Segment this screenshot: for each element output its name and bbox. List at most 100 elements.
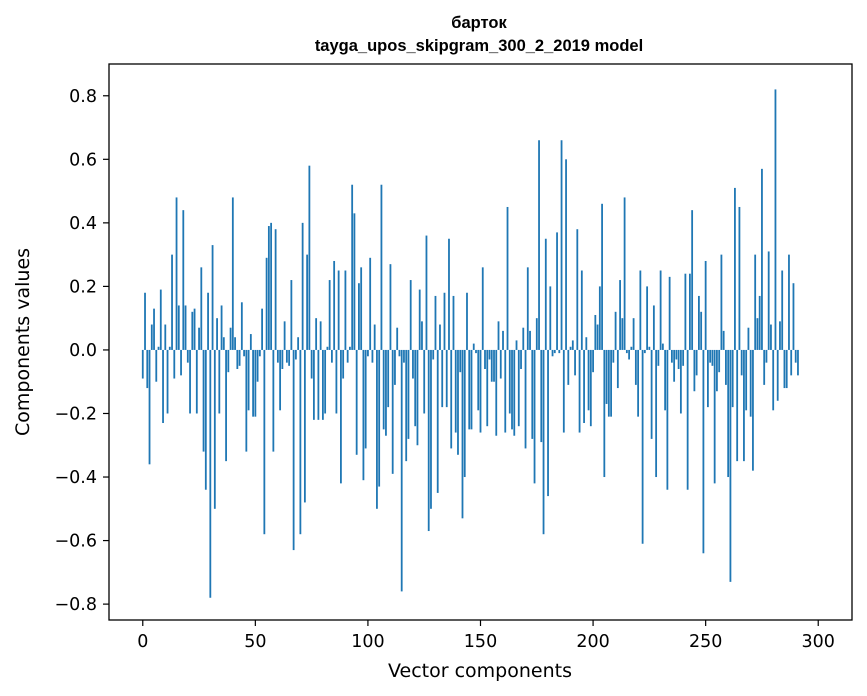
bar (587, 349, 590, 411)
y-axis-ticks: −0.8 −0.6 −0.4 −0.2 0.0 0.2 0.4 0.6 0.8 (55, 87, 109, 615)
bar (761, 168, 763, 350)
bar (391, 349, 394, 474)
bar (450, 349, 453, 449)
bar (371, 349, 374, 363)
bar (792, 283, 795, 350)
y-tick-label: 0.4 (69, 214, 97, 234)
bar (659, 270, 662, 350)
bar (490, 349, 493, 382)
bar (785, 349, 788, 389)
bar (216, 318, 218, 350)
bar (788, 254, 790, 350)
y-tick-label: −0.2 (55, 404, 98, 424)
bar (781, 270, 784, 350)
bar (177, 305, 180, 350)
bar (707, 349, 709, 408)
bar (144, 292, 146, 350)
bar (531, 349, 534, 439)
bar (439, 324, 441, 350)
bar (553, 349, 556, 354)
bar (173, 349, 176, 379)
bar (752, 349, 754, 471)
bar (603, 349, 606, 478)
bar (668, 276, 671, 350)
bar (288, 349, 291, 366)
bar (452, 295, 455, 350)
bar (150, 324, 153, 350)
bar (756, 318, 759, 350)
bar (180, 349, 182, 376)
x-axis-label: Vector components (388, 660, 572, 682)
bar (700, 311, 703, 350)
bar (646, 286, 649, 350)
bar (515, 340, 518, 350)
bar (335, 349, 338, 414)
bar (191, 311, 194, 350)
bar (308, 165, 311, 350)
bar (324, 349, 327, 414)
bar (533, 349, 536, 484)
bar (358, 283, 360, 350)
bar (195, 349, 198, 414)
bar (466, 292, 468, 350)
bar (542, 349, 545, 535)
bar (283, 321, 286, 350)
bar (407, 349, 410, 439)
bar (398, 349, 401, 357)
bar (459, 349, 462, 373)
bar (443, 292, 446, 350)
bar (601, 203, 603, 350)
bar (276, 349, 279, 363)
bar (560, 140, 563, 350)
bar (162, 349, 164, 424)
bar (364, 349, 367, 449)
bar (524, 349, 527, 449)
bar (538, 140, 540, 350)
bar (688, 273, 691, 350)
bar (628, 349, 630, 360)
bar (652, 305, 655, 350)
bar (285, 349, 288, 363)
bar (657, 349, 660, 366)
bar (265, 257, 268, 350)
bar (765, 349, 768, 363)
bar (522, 327, 525, 350)
bar (704, 260, 707, 350)
bar (493, 349, 495, 382)
bar (360, 267, 363, 350)
bar (362, 349, 365, 481)
bar (418, 289, 421, 350)
bar (691, 210, 694, 350)
y-tick-label: −0.6 (55, 532, 98, 552)
bar (486, 349, 489, 427)
bar (747, 327, 750, 350)
bar (227, 349, 230, 373)
bar (722, 330, 725, 350)
bar (238, 349, 241, 366)
bar (612, 349, 615, 363)
bar (472, 343, 475, 350)
bar (297, 337, 300, 350)
bar (610, 349, 612, 417)
bar (779, 321, 781, 350)
bar (236, 349, 239, 369)
bar (740, 349, 743, 376)
bar (783, 349, 786, 389)
bar (382, 349, 385, 430)
bar (481, 267, 484, 350)
bar (218, 349, 221, 414)
bar (729, 349, 732, 582)
bar (497, 321, 500, 350)
bar (373, 324, 376, 350)
bar (234, 337, 236, 350)
bar (454, 349, 457, 433)
x-tick-label: 300 (802, 632, 835, 652)
y-tick-label: −0.4 (55, 468, 98, 488)
bar (621, 318, 624, 350)
bar (549, 286, 552, 350)
bar (547, 349, 549, 497)
bar (231, 197, 234, 350)
bar (551, 349, 554, 357)
bar (148, 349, 151, 465)
bar (763, 349, 766, 385)
